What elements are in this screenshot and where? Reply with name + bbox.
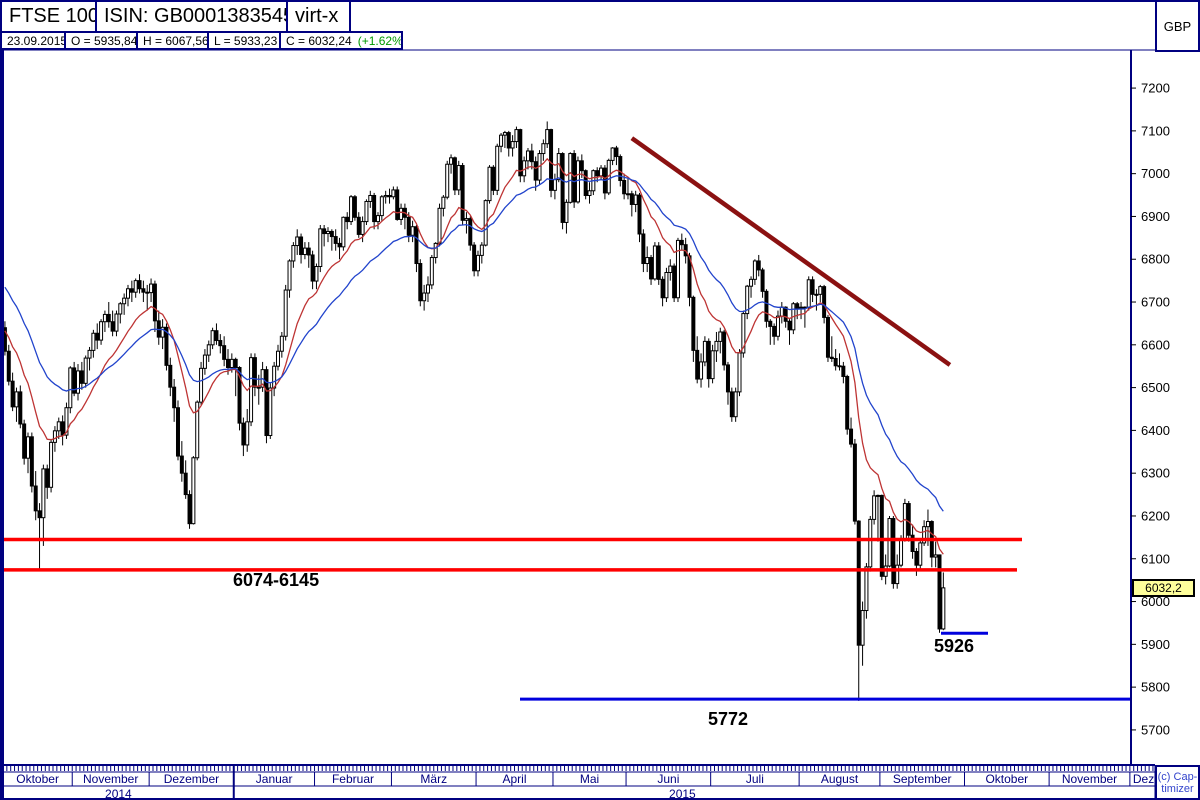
axis-label: 6800 xyxy=(1141,252,1170,267)
copyright-line1: (c) Cap- xyxy=(1157,770,1198,783)
axis-label: 6600 xyxy=(1141,337,1170,352)
y-axis: 5700 5800 5900 6000 6100 6200 6300 6400 6500 6600… xyxy=(1130,50,1170,765)
quote-close-text: C = 6032,24 xyxy=(286,33,352,48)
axis-label: 6000 xyxy=(1141,594,1170,609)
axis-label: 7200 xyxy=(1141,81,1170,96)
quote-open: O = 5935,84 xyxy=(64,31,138,50)
instrument-isin: ISIN: GB0001383545 xyxy=(95,0,288,33)
support-5926-label-text: 5926 xyxy=(934,636,975,656)
axis-label: Februar xyxy=(332,772,374,786)
quote-high: H = 6067,56 xyxy=(136,31,209,50)
ema-slow-line xyxy=(4,175,944,512)
axis-label: 7100 xyxy=(1141,123,1170,138)
axis-label: November xyxy=(1062,772,1117,786)
axis-label: 2015 xyxy=(669,787,696,800)
downtrend-line xyxy=(630,136,952,367)
quote-low: L = 5933,23 xyxy=(207,31,281,50)
axis-label: 6400 xyxy=(1141,423,1170,438)
axis-label: 6100 xyxy=(1141,551,1170,566)
axis-label: 6200 xyxy=(1141,508,1170,523)
axis-label: 5700 xyxy=(1141,722,1170,737)
quote-high-text: H = 6067,56 xyxy=(143,33,209,48)
moving-average-ema-slow xyxy=(4,175,944,512)
moving-average-ema-fast xyxy=(4,157,944,555)
instrument-title-text: FTSE 100 xyxy=(9,5,97,27)
axis-label: Mai xyxy=(580,772,599,786)
axis-label: März xyxy=(420,772,447,786)
exchange-name-text: virt-x xyxy=(295,5,339,27)
quote-date: 23.09.2015 xyxy=(0,31,66,50)
copyright-line2: timizer xyxy=(1161,782,1194,795)
quote-low-text: L = 5933,23 xyxy=(214,33,278,48)
axis-label: 6900 xyxy=(1141,209,1170,224)
support-lines xyxy=(520,631,1131,701)
axis-label: Juli xyxy=(746,772,764,786)
axis-label: Dezember xyxy=(1133,772,1188,786)
current-price-text: 6032,2 xyxy=(1145,581,1182,595)
support-5772-label: 5772 xyxy=(708,709,748,730)
resistance-lines xyxy=(0,537,1022,572)
axis-label: September xyxy=(893,772,952,786)
axis-label: 6500 xyxy=(1141,380,1170,395)
current-price-tag: 6032,2 xyxy=(1132,579,1195,597)
quote-close: C = 6032,24 (+1.62%) xyxy=(279,31,403,50)
axis-label: 5800 xyxy=(1141,680,1170,695)
axis-label: Januar xyxy=(256,772,293,786)
quote-open-text: O = 5935,84 xyxy=(71,33,138,48)
axis-label: Oktober xyxy=(16,772,59,786)
axis-label: 2014 xyxy=(105,787,132,800)
x-axis: Oktober November Dezember Januar Februar März… xyxy=(0,764,1188,800)
support-5926-label: 5926 xyxy=(934,636,974,657)
quote-date-text: 23.09.2015 xyxy=(7,33,66,48)
support-zone-label-text: 6074-6145 xyxy=(233,570,320,590)
instrument-title: FTSE 100 xyxy=(0,0,97,33)
axis-label: 6700 xyxy=(1141,295,1170,310)
axis-label: Dezember xyxy=(164,772,219,786)
axis-label: 5900 xyxy=(1141,637,1170,652)
axis-label: April xyxy=(503,772,527,786)
axis-label: Oktober xyxy=(985,772,1028,786)
axis-label: August xyxy=(821,772,859,786)
axis-label: Juni xyxy=(657,772,679,786)
support-5772-label-text: 5772 xyxy=(708,709,749,729)
instrument-isin-text: ISIN: GB0001383545 xyxy=(104,5,288,27)
axis-label: November xyxy=(83,772,138,786)
quote-change-percent: (+1.62%) xyxy=(357,33,403,48)
support-zone-label: 6074-6145 xyxy=(233,570,319,591)
currency-label: GBP xyxy=(1163,18,1192,34)
currency-box: GBP xyxy=(1155,0,1200,52)
ema-fast-line xyxy=(4,157,944,555)
copyright-box: (c) Cap- timizer xyxy=(1155,765,1200,800)
axis-label: 7000 xyxy=(1141,166,1170,181)
candlestick-series xyxy=(2,121,946,701)
exchange-name: virt-x xyxy=(286,0,351,33)
axis-label: 6300 xyxy=(1141,466,1170,481)
